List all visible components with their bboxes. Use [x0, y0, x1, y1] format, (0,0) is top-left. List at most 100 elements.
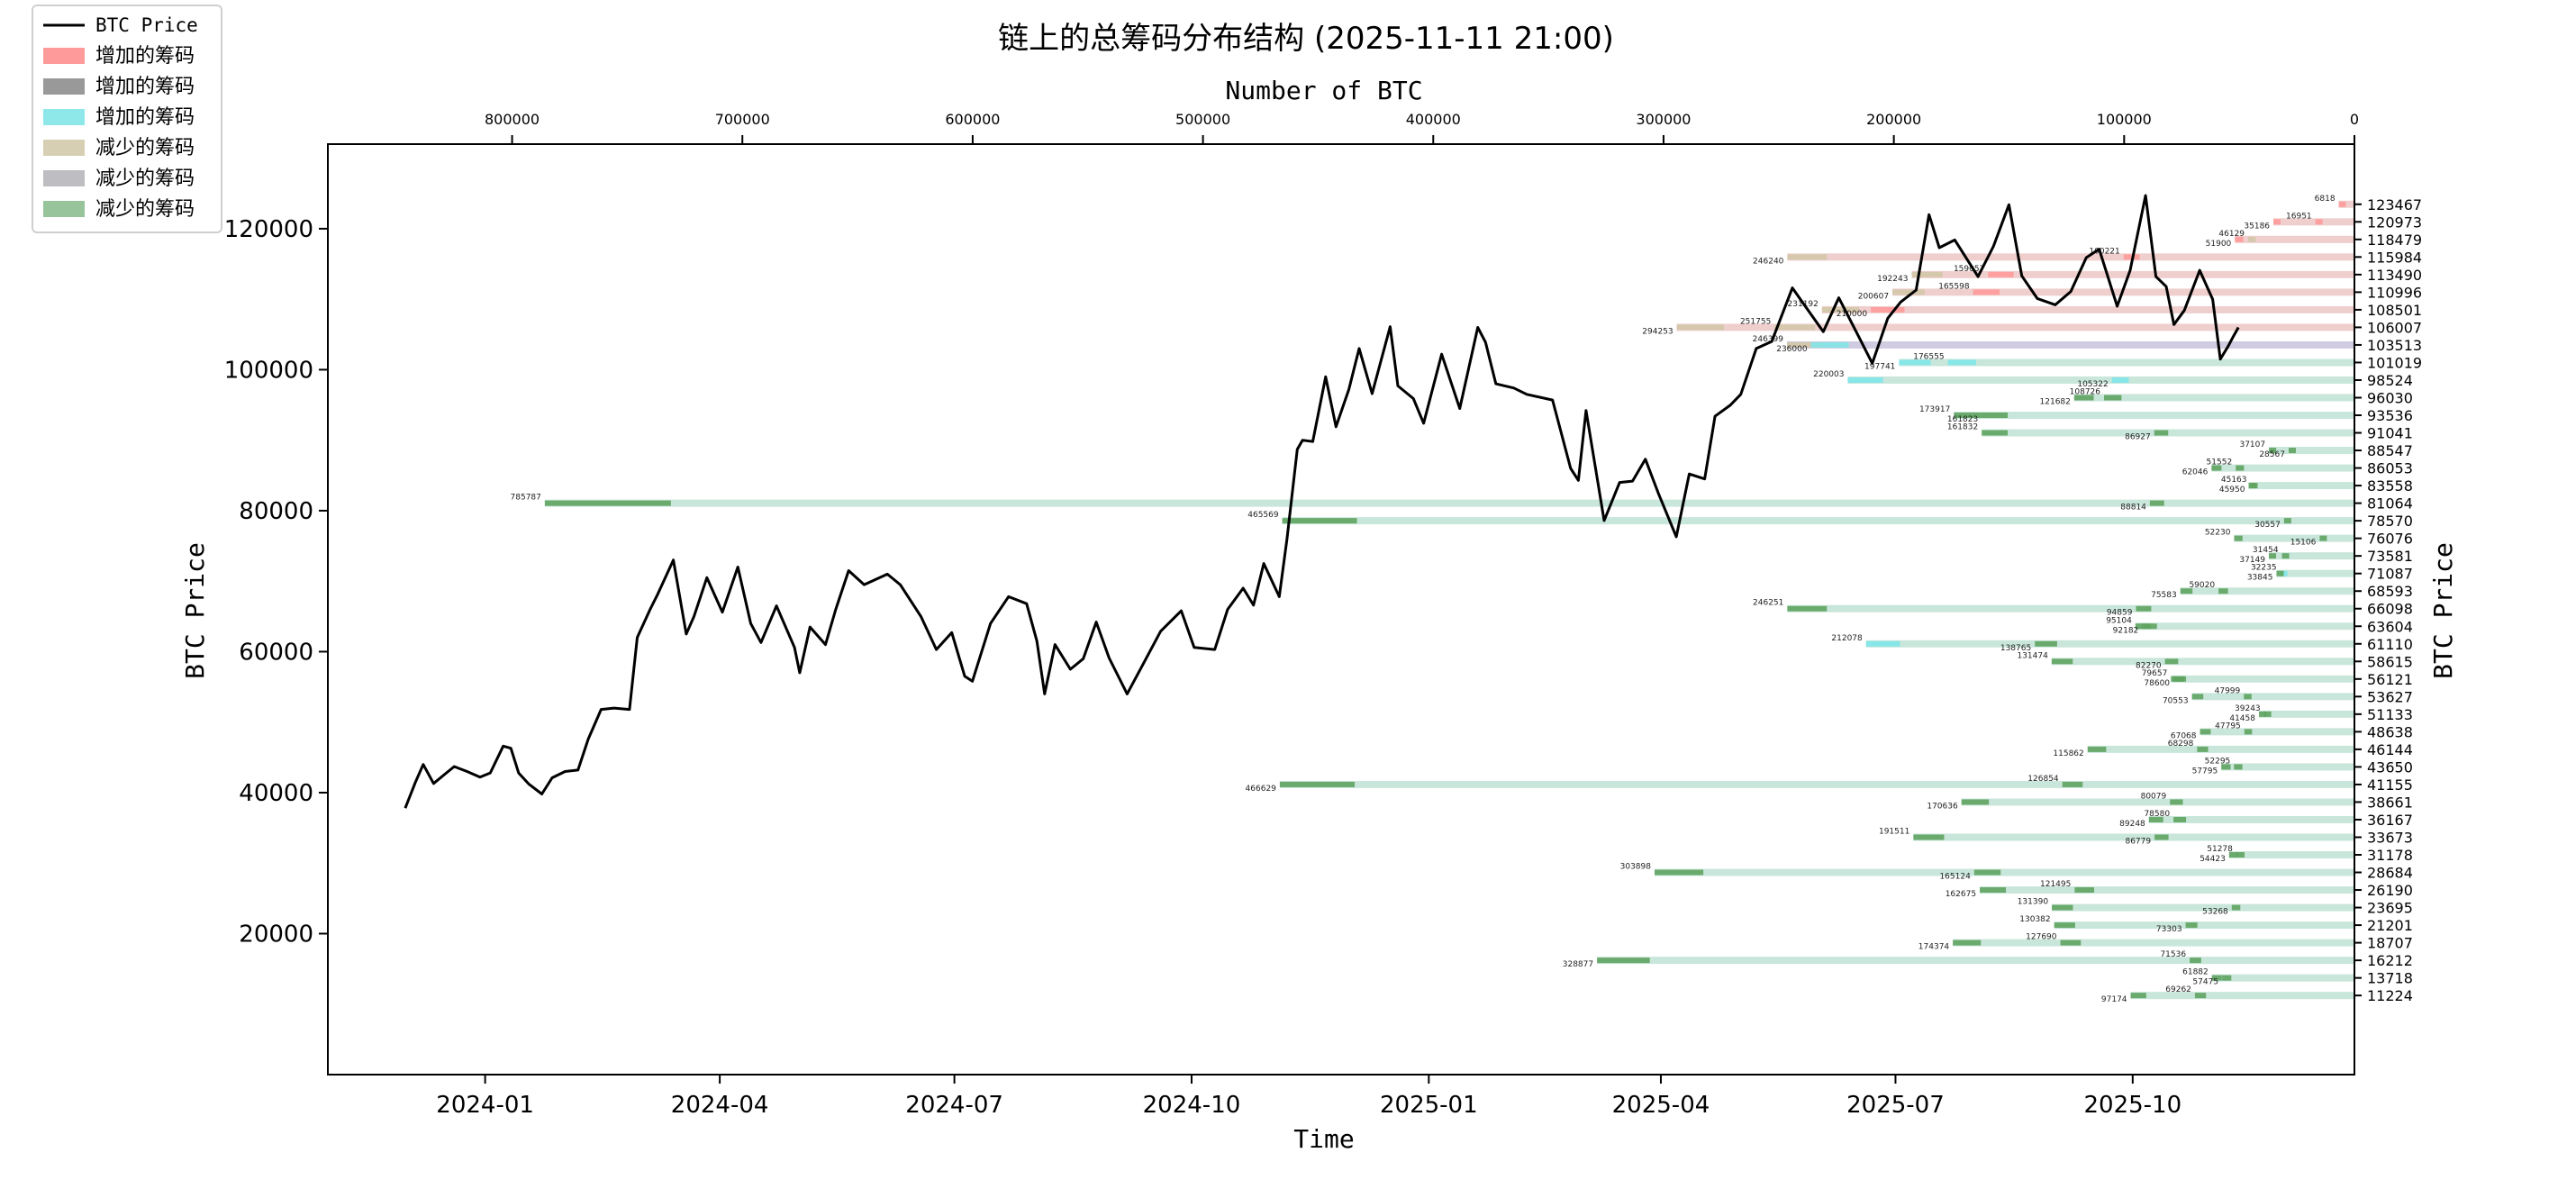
distribution-value-label: 86779 [2125, 837, 2151, 846]
right-y-tick-label: 13718 [2367, 970, 2413, 987]
distribution-value-label: 51278 [2207, 845, 2233, 854]
legend-patch-swatch [43, 78, 85, 95]
distribution-value-label: 51900 [2206, 240, 2232, 249]
distribution-value-label: 73303 [2156, 925, 2182, 934]
distribution-value-label: 52295 [2205, 757, 2231, 766]
distribution-segment [2197, 746, 2209, 752]
distribution-band [1787, 604, 2354, 613]
distribution-segment [2104, 395, 2122, 401]
distribution-value-label: 78580 [2144, 810, 2170, 819]
top-x-tick-label: 500000 [1175, 111, 1230, 128]
distribution-segment [2154, 430, 2169, 436]
distribution-segment [2288, 448, 2296, 454]
x-tick-label: 2025-04 [1612, 1092, 1710, 1119]
distribution-segment [2190, 958, 2201, 964]
y-axis-label: BTC Price [180, 542, 210, 679]
x-tick-label: 2024-04 [671, 1092, 769, 1119]
distribution-segment [1982, 430, 2009, 436]
top-x-tick-label: 700000 [715, 111, 770, 128]
distribution-value-label: 130382 [2019, 915, 2050, 924]
distribution-band [1279, 780, 2354, 788]
distribution-value-label: 70553 [2163, 696, 2189, 705]
right-y-tick-label: 51133 [2367, 706, 2413, 723]
distribution-segment [2236, 852, 2245, 858]
legend-patch-swatch [43, 48, 85, 64]
distribution-value-label: 78600 [2144, 679, 2170, 688]
distribution-segment [2228, 852, 2238, 858]
distribution-segment [2173, 816, 2187, 822]
distribution-value-label: 161832 [1947, 423, 1978, 432]
right-y-tick-label: 61110 [2367, 636, 2413, 653]
x-tick-label: 2024-01 [436, 1092, 534, 1119]
distribution-value-label: 127690 [2026, 933, 2057, 942]
distribution-value-label: 785787 [511, 494, 541, 503]
distribution-value-label: 88814 [2120, 504, 2146, 513]
distribution-band [2235, 235, 2354, 243]
right-y-tick-label: 66098 [2367, 601, 2413, 618]
distribution-band [1787, 340, 2354, 349]
distribution-value-label: 61882 [2182, 968, 2209, 977]
y-tick-label: 120000 [224, 216, 313, 243]
distribution-band [2269, 552, 2354, 560]
distribution-segment [2062, 781, 2083, 787]
right-y-tick-label: 101019 [2367, 354, 2422, 371]
x-tick-label: 2025-10 [2083, 1092, 2181, 1119]
y-tick-label: 60000 [239, 639, 313, 666]
distribution-value-label: 236000 [1776, 345, 1808, 354]
right-y-tick-label: 98524 [2367, 372, 2413, 389]
distribution-segment [1847, 377, 1883, 383]
legend-patch-swatch [43, 140, 85, 156]
distribution-segment [1988, 271, 2014, 277]
distribution-segment [2221, 764, 2231, 770]
distribution-band [2269, 447, 2354, 455]
distribution-value-label: 92182 [2113, 626, 2139, 635]
right-y-axis-label: BTC Price [2428, 542, 2458, 679]
distribution-segment [2211, 975, 2222, 981]
distribution-segment [2319, 535, 2327, 541]
distribution-value-label: 138765 [2000, 644, 2031, 653]
distribution-bands [544, 200, 2354, 1000]
right-y-tick-label: 46144 [2367, 741, 2413, 758]
right-y-tick-label: 36167 [2367, 812, 2413, 829]
right-y-tick-label: 106007 [2367, 319, 2422, 336]
distribution-segment [2148, 816, 2163, 822]
distribution-value-label: 105322 [2077, 380, 2108, 389]
top-x-tick-label: 200000 [1866, 111, 1921, 128]
distribution-value-label: 246399 [1753, 335, 1784, 344]
distribution-value-label: 465569 [1247, 511, 1279, 520]
distribution-segment [2164, 658, 2179, 665]
distribution-value-label: 176555 [1913, 352, 1944, 361]
distribution-segment [1282, 518, 1357, 524]
distribution-segment [2222, 975, 2232, 981]
distribution-value-label: 170636 [1927, 802, 1958, 811]
right-y-tick-label: 26190 [2367, 882, 2413, 899]
distribution-value-label: 82270 [2136, 661, 2162, 670]
right-y-tick-label: 118479 [2367, 231, 2422, 249]
distribution-value-label: 68298 [2168, 740, 2194, 749]
distribution-segment [2234, 764, 2243, 770]
top-x-axis-label: Number of BTC [1225, 76, 1422, 105]
legend-patch-swatch [43, 201, 85, 217]
right-y-tick-label: 71087 [2367, 566, 2413, 583]
distribution-value-label: 161823 [1947, 415, 1978, 424]
right-y-tick-label: 76076 [2367, 531, 2413, 548]
distribution-segment [2035, 640, 2057, 647]
distribution-value-label: 200607 [1858, 292, 1889, 301]
top-x-tick-label: 600000 [945, 111, 1000, 128]
distribution-value-label: 35186 [2244, 222, 2270, 231]
distribution-value-label: 67068 [2171, 731, 2197, 740]
right-y-tick-label: 73581 [2367, 548, 2413, 565]
distribution-segment [1865, 640, 1900, 647]
distribution-band [1911, 270, 2354, 278]
distribution-segment [2051, 658, 2073, 665]
distribution-segment [2236, 465, 2245, 471]
distribution-value-label: 100221 [2089, 247, 2119, 256]
distribution-value-label: 466629 [1246, 785, 1277, 794]
distribution-value-label: 121682 [2040, 397, 2071, 406]
distribution-segment [2136, 605, 2152, 612]
distribution-value-label: 54423 [2200, 855, 2226, 864]
distribution-segment [1947, 359, 1977, 366]
right-y-tick-label: 115984 [2367, 249, 2422, 266]
